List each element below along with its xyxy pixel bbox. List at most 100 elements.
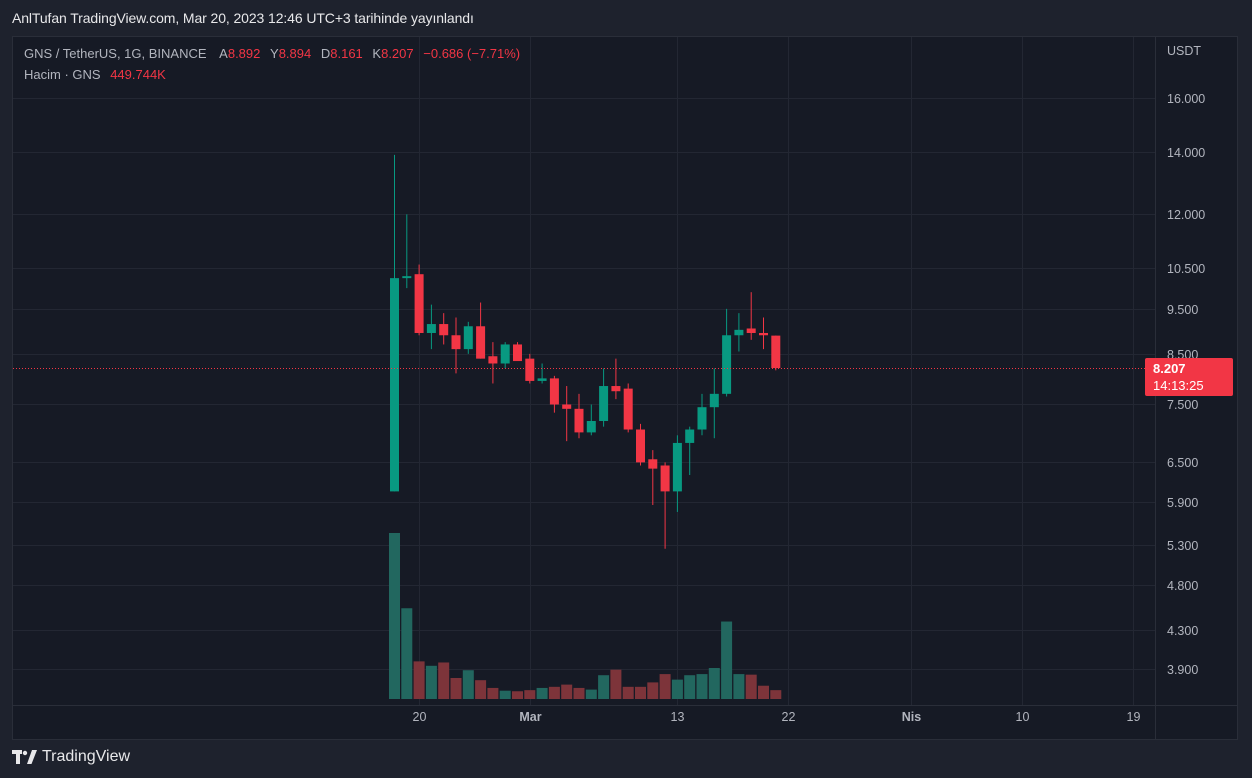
volume-bar bbox=[696, 674, 708, 699]
candle-body bbox=[722, 335, 732, 394]
candle bbox=[697, 393, 707, 436]
last-price-tag: 8.207 14:13:25 bbox=[1145, 358, 1233, 396]
price-tick-label: 12.000 bbox=[1167, 208, 1205, 222]
candle-body bbox=[623, 388, 633, 430]
candle bbox=[537, 363, 547, 384]
currency-label: USDT bbox=[1167, 44, 1201, 58]
symbol-label[interactable]: GNS / TetherUS, 1G, BINANCE bbox=[24, 46, 207, 61]
volume-bar bbox=[561, 684, 573, 699]
candle bbox=[439, 313, 449, 345]
volume-bar bbox=[512, 691, 523, 699]
volume-bar bbox=[450, 677, 462, 699]
volume-bar bbox=[462, 670, 474, 699]
volume-bar bbox=[475, 680, 487, 699]
price-tick-label: 7.500 bbox=[1167, 398, 1198, 412]
candle bbox=[414, 264, 424, 336]
volume-bar bbox=[548, 686, 560, 699]
low-label: D bbox=[320, 46, 331, 61]
candle-body bbox=[771, 335, 781, 369]
time-tick-label: Mar bbox=[519, 710, 541, 724]
volume-bar bbox=[745, 674, 757, 699]
candle-body bbox=[463, 326, 473, 350]
candle bbox=[451, 317, 461, 374]
volume-bar bbox=[499, 690, 511, 699]
candle bbox=[660, 462, 670, 549]
candle-body bbox=[697, 407, 707, 430]
volume-bar bbox=[401, 608, 413, 699]
candle bbox=[586, 404, 596, 436]
last-price-value: 8.207 bbox=[1153, 361, 1186, 376]
candle bbox=[722, 308, 732, 397]
candle bbox=[636, 423, 645, 466]
volume-bar bbox=[598, 675, 610, 699]
candle-body bbox=[451, 335, 461, 350]
candle-body bbox=[599, 386, 609, 421]
price-axis[interactable]: 16.00014.00012.00010.5009.5008.5007.5006… bbox=[1167, 44, 1205, 677]
candle-body bbox=[586, 420, 596, 433]
price-tick-label: 14.000 bbox=[1167, 146, 1205, 160]
candle-body bbox=[636, 429, 645, 463]
time-axis[interactable]: 20 Mar 13 22 Nis 10 19 bbox=[413, 710, 1141, 724]
candle-body bbox=[685, 429, 695, 443]
price-axis-separator bbox=[13, 37, 1237, 739]
price-tick-label: 4.800 bbox=[1167, 579, 1198, 593]
candle bbox=[709, 368, 719, 439]
price-tick-label: 3.900 bbox=[1167, 663, 1198, 677]
candle-body bbox=[414, 274, 424, 333]
published-text: AnlTufan TradingView.com, Mar 20, 2023 1… bbox=[12, 10, 474, 26]
candle bbox=[746, 292, 756, 340]
candle bbox=[402, 214, 412, 289]
volume-value: 449.744K bbox=[110, 67, 166, 82]
candle-body bbox=[660, 465, 670, 492]
grid-lines bbox=[13, 37, 1155, 705]
candle-body bbox=[537, 378, 547, 381]
candle-body bbox=[426, 324, 436, 333]
volume-row: Hacim · GNS 449.744K bbox=[24, 66, 520, 87]
ohlc-row: GNS / TetherUS, 1G, BINANCE A8.892 Y8.89… bbox=[24, 45, 520, 66]
price-tick-label: 10.500 bbox=[1167, 262, 1205, 276]
volume-bar bbox=[684, 675, 696, 699]
candle-body bbox=[759, 332, 768, 336]
volume-bar bbox=[733, 674, 745, 699]
low-value: 8.161 bbox=[330, 46, 363, 61]
volume-label[interactable]: Hacim · GNS bbox=[24, 67, 101, 82]
candle bbox=[476, 302, 486, 359]
high-value: 8.894 bbox=[278, 46, 312, 61]
volume-bar bbox=[635, 686, 646, 699]
volume-bar bbox=[622, 686, 634, 699]
volume-bar bbox=[573, 687, 585, 699]
candle-body bbox=[611, 386, 621, 392]
candle-body bbox=[513, 344, 522, 362]
candle-body bbox=[549, 378, 559, 405]
tradingview-brand[interactable]: TradingView bbox=[12, 746, 130, 768]
candle bbox=[599, 368, 609, 427]
candle bbox=[611, 358, 621, 400]
candle-body bbox=[648, 459, 658, 469]
candle-body bbox=[439, 324, 449, 336]
time-tick-label: 20 bbox=[413, 710, 427, 724]
candle bbox=[500, 342, 510, 369]
open-label: A bbox=[219, 46, 228, 61]
price-tick-label: 6.500 bbox=[1167, 456, 1198, 470]
candle-body bbox=[672, 442, 682, 492]
publish-header: AnlTufan TradingView.com, Mar 20, 2023 1… bbox=[0, 0, 1252, 36]
chart-frame[interactable] bbox=[12, 36, 1238, 740]
volume-bar bbox=[536, 687, 548, 699]
volume-bar bbox=[487, 687, 499, 699]
volume-bar bbox=[770, 690, 782, 699]
price-tick-label: 5.900 bbox=[1167, 496, 1198, 510]
time-tick-label: 22 bbox=[782, 710, 796, 724]
candle-body bbox=[488, 356, 498, 364]
close-label: K bbox=[372, 46, 382, 61]
brand-name: TradingView bbox=[42, 748, 131, 765]
candle bbox=[390, 154, 399, 492]
volume-bar bbox=[438, 662, 450, 699]
volume-bar bbox=[610, 669, 622, 699]
time-tick-label: 10 bbox=[1016, 710, 1030, 724]
candle bbox=[734, 313, 744, 352]
volume-bar bbox=[425, 665, 437, 699]
volume-bar bbox=[524, 690, 536, 699]
volume-bar bbox=[721, 621, 733, 699]
time-tick-label: 13 bbox=[671, 710, 685, 724]
